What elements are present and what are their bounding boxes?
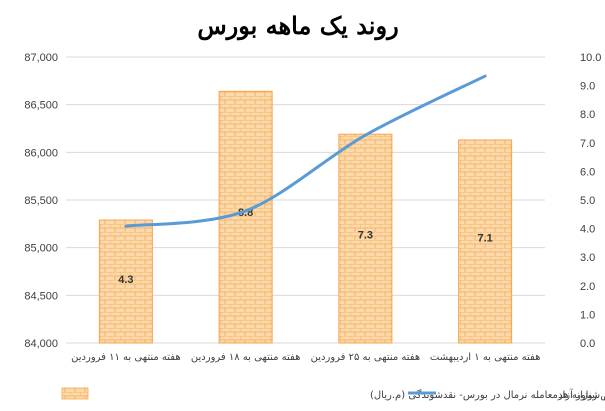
legend-bar-swatch <box>61 387 89 400</box>
bar <box>458 139 513 344</box>
bar-data-label: 7.3 <box>358 229 373 241</box>
line-series <box>124 74 487 228</box>
bar-data-label: 7.1 <box>477 232 492 244</box>
bar-data-labels: 4.38.87.3 7.1 <box>118 207 493 286</box>
right-tick-label: 0.0 <box>580 338 595 350</box>
right-tick-label: 5.0 <box>580 195 595 207</box>
left-tick-label: 86,000 <box>24 147 58 159</box>
category-label: هفته منتهی به ۱ اردیبهشت <box>430 352 541 363</box>
right-tick-label: 1.0 <box>580 309 595 321</box>
right-tick-label: 7.0 <box>580 138 595 150</box>
right-tick-label: 3.0 <box>580 252 595 264</box>
left-axis: 84,000 84,500 85,000 85,500 86,000 86,500 87,0… <box>24 52 58 350</box>
left-tick-label: 85,000 <box>24 243 58 255</box>
right-tick-label: 4.0 <box>580 224 595 236</box>
category-label: هفته منتهی به ۱۱ فروردین <box>71 352 180 363</box>
left-tick-label: 87,000 <box>24 52 58 64</box>
left-tick-label: 84,000 <box>24 338 58 350</box>
bar <box>338 133 393 344</box>
bar <box>98 219 153 344</box>
bar-data-label: 4.3 <box>118 274 133 286</box>
right-tick-label: 8.0 <box>580 109 595 121</box>
category-label: هفته منتهی به ۱۸ فروردین <box>191 352 300 363</box>
right-tick-label: 9.0 <box>580 81 595 93</box>
legend-line-label: شاخص شناور آزاد <box>558 388 605 401</box>
bar-series <box>98 90 513 344</box>
left-tick-label: 85,500 <box>24 195 58 207</box>
left-tick-label: 84,500 <box>24 290 58 302</box>
left-tick-label: 86,500 <box>24 100 58 112</box>
right-tick-label: 6.0 <box>580 166 595 178</box>
legend: متوسط ارزش روزانه هرمعامله نرمال در بورس… <box>61 387 605 401</box>
right-tick-label: 2.0 <box>580 281 595 293</box>
category-axis: هفته منتهی به ۱۱ فروردین هفته منتهی به ۱۸… <box>71 352 540 363</box>
right-axis: 0.0 1.0 2.0 3.0 4.0 5.0 6.0 7.0 8.0 9.0 10.0 <box>580 52 601 350</box>
category-label: هفته منتهی به ۲۵ فروردین <box>311 352 420 363</box>
right-tick-label: 10.0 <box>580 52 601 64</box>
chart-title: روند یک ماهه بورس <box>197 11 398 41</box>
